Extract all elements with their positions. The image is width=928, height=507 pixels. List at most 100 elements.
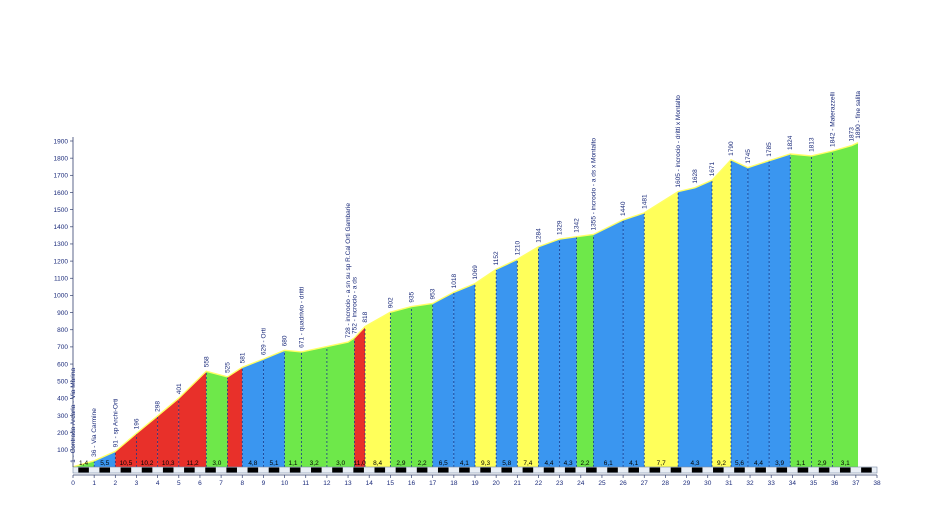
gradient-label: 5,5 <box>100 460 109 467</box>
base-km-marker-22 <box>543 467 555 473</box>
elevation-label: 1342 <box>574 218 581 233</box>
x-tick-label: 22 <box>535 480 543 487</box>
x-tick-label: 20 <box>493 480 501 487</box>
elevation-label: 680 <box>282 335 289 346</box>
base-km-marker-36 <box>839 467 851 473</box>
x-tick-label: 24 <box>577 480 585 487</box>
base-km-marker-2 <box>120 467 132 473</box>
segment-fill-28 <box>678 180 712 468</box>
x-tick-label: 34 <box>789 480 797 487</box>
gradient-label: 6,5 <box>439 460 448 467</box>
base-km-marker-25 <box>607 467 618 473</box>
base-km-marker-17 <box>437 467 449 473</box>
elevation-label: 1355 - incrocio - a ds x Montalto <box>590 138 597 231</box>
gradient-label: 2,9 <box>817 460 826 467</box>
base-box <box>72 466 878 474</box>
base-km-marker-33 <box>776 467 788 473</box>
segment-fill-15 <box>390 306 412 467</box>
x-tick-label: 16 <box>408 480 416 487</box>
elevation-label: 1628 <box>692 169 699 184</box>
elevation-label: 1605 - incrocio - dritti x Montalto <box>675 95 682 188</box>
base-km-marker-10 <box>289 467 301 473</box>
segment-fill-16 <box>411 303 433 467</box>
gradient-label: 10,2 <box>141 460 154 467</box>
gradient-label: 11,0 <box>354 460 367 467</box>
gradient-label: 1,4 <box>79 460 88 467</box>
gradient-label: 10,3 <box>162 460 175 467</box>
elevation-label: 1842 - Materazzelli <box>830 92 837 147</box>
base-km-marker-4 <box>162 467 174 473</box>
segment-fill-30 <box>731 159 748 467</box>
gradient-label: 5,8 <box>502 460 511 467</box>
base-km-marker-9 <box>268 467 280 473</box>
segment-fill-2 <box>115 433 137 467</box>
x-tick-label: 33 <box>768 480 776 487</box>
base-km-marker-28 <box>670 467 682 473</box>
gradient-label: 1,1 <box>289 460 298 467</box>
base-km-marker-13 <box>353 467 364 473</box>
elevation-label: 752 - incrocio - a ds <box>351 276 358 334</box>
gradient-label: 4,4 <box>545 460 554 467</box>
elevation-label: 1671 <box>709 161 716 176</box>
y-tick-label: 800 <box>57 327 68 334</box>
y-tick-label: 500 <box>57 379 68 386</box>
segment-fill-12 <box>326 338 355 467</box>
segment-fill-10 <box>284 350 302 467</box>
base-km-marker-31 <box>734 467 745 473</box>
base-km-marker-19 <box>480 467 491 473</box>
y-tick-label: 1100 <box>54 276 68 283</box>
elevation-label: 1440 <box>620 201 627 216</box>
segment-fill-31 <box>747 160 770 467</box>
elevation-label: 902 <box>387 297 394 308</box>
elevation-label: 1873 <box>849 127 856 142</box>
segment-fill-7 <box>227 367 243 467</box>
segment-fill-17 <box>432 292 454 467</box>
y-tick-label: 300 <box>57 413 68 420</box>
x-tick-label: 31 <box>725 480 733 487</box>
gradient-labels: 1,4 5,5 10,5 10,2 10,3 11,2 3,0 4,8 5,1 1,1 3,2 3,0… <box>79 460 850 467</box>
elevation-label: 1069 <box>472 265 479 280</box>
y-tick-label: 1800 <box>54 155 69 162</box>
base-km-marker-32 <box>755 467 766 473</box>
y-tick-label: 1500 <box>54 207 69 214</box>
gradient-label: 6,1 <box>604 460 613 467</box>
segment-fill-20 <box>496 259 518 467</box>
x-tick-label: 28 <box>662 480 670 487</box>
gradient-label: 3,0 <box>336 460 345 467</box>
segment-fill-22 <box>538 239 560 467</box>
y-tick-label: 1900 <box>54 138 69 145</box>
segment-fill-5 <box>178 371 207 467</box>
y-tick-label: 900 <box>57 310 68 317</box>
elevation-label: 1329 <box>557 220 564 235</box>
segment-fill-3 <box>136 415 158 467</box>
gradient-label: 9,3 <box>481 460 490 467</box>
segment-fill-25 <box>593 219 624 467</box>
x-tick-label: 6 <box>198 480 202 487</box>
gradient-label: 7,4 <box>523 460 532 467</box>
elevation-label: 629 - Orti <box>260 328 267 355</box>
gradient-label: 4,1 <box>460 460 469 467</box>
segment-fill-24 <box>576 234 594 467</box>
segment-fill-18 <box>453 283 475 467</box>
gradient-label: 4,3 <box>564 460 573 467</box>
gradient-label: 10,5 <box>120 460 133 467</box>
gradient-label: 5,1 <box>269 460 278 467</box>
base-km-marker-26 <box>628 467 639 473</box>
elevation-label: 935 <box>409 291 416 302</box>
base-km-marker-35 <box>818 467 830 473</box>
base-km-marker-34 <box>797 467 809 473</box>
x-tick-label: 9 <box>262 480 266 487</box>
segment-fill-4 <box>157 398 179 467</box>
gradient-label: 9,2 <box>717 460 726 467</box>
gradient-label: 4,8 <box>248 460 257 467</box>
y-tick-label: 1700 <box>54 173 69 180</box>
gradient-label: 3,2 <box>310 460 319 467</box>
x-tick-label: 29 <box>683 480 691 487</box>
elevation-label: 401 <box>176 383 183 394</box>
base-km-marker-8 <box>247 467 259 473</box>
base-km-marker-23 <box>564 467 576 473</box>
elevation-label: 1152 <box>493 251 500 265</box>
y-tick-label: 700 <box>57 344 68 351</box>
elevation-label: 728 - incrocio - a sn su sp R.Cal Orti G… <box>345 203 352 338</box>
